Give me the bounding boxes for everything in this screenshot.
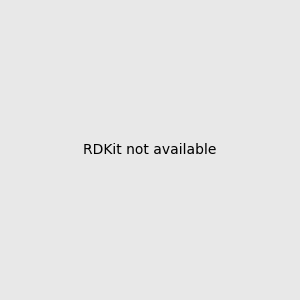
Text: RDKit not available: RDKit not available [83,143,217,157]
